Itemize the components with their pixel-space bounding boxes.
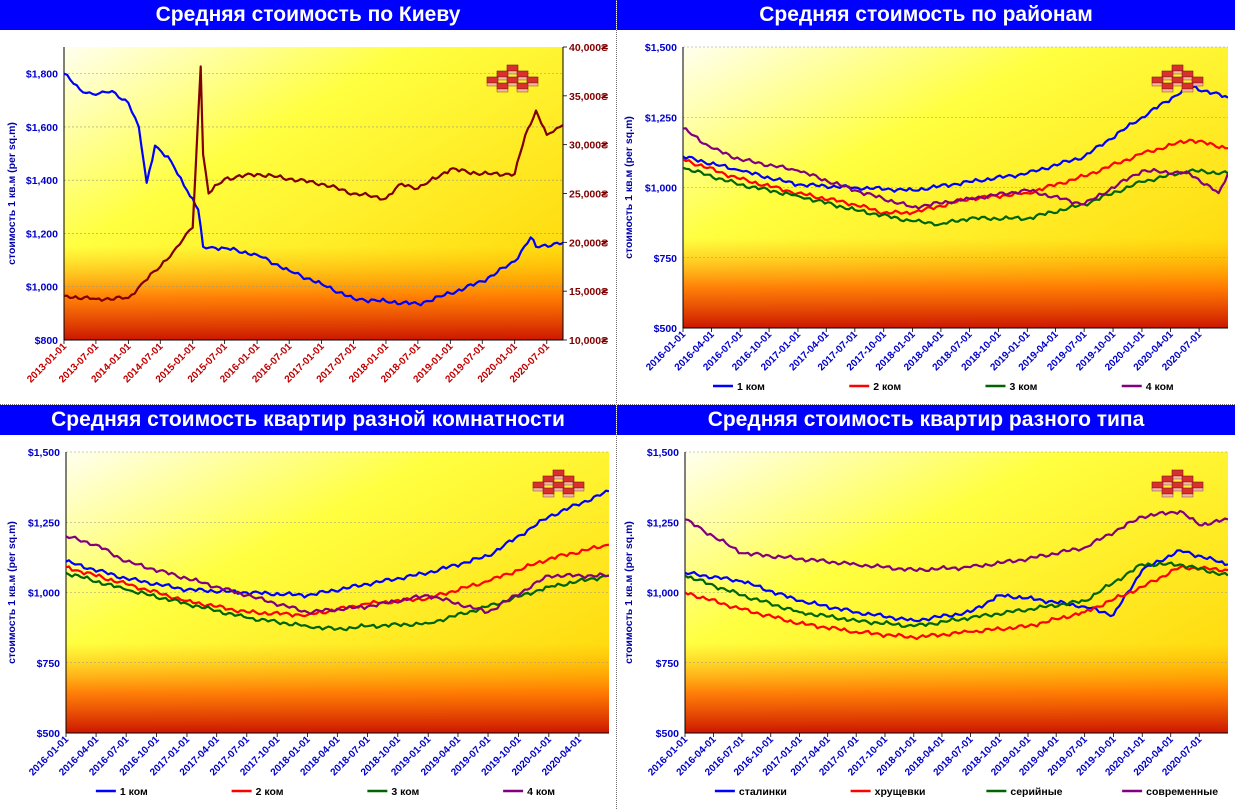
legend-label: современные xyxy=(1146,786,1218,798)
y-axis-label: стоимость 1 кв.м (per sq.m) xyxy=(6,521,18,664)
plot-area-shade xyxy=(685,643,1228,733)
y-tick-label: $500 xyxy=(654,323,678,335)
y-tick-label: $1,000 xyxy=(647,588,679,600)
legend-label: 3 ком xyxy=(1009,381,1037,393)
series-line-2 xyxy=(66,571,609,632)
y-tick-label: $750 xyxy=(654,253,678,265)
y-right-tick-label: 25,000₴ xyxy=(569,189,608,201)
legend-label: 1 ком xyxy=(120,786,148,798)
panel-rooms-average-price: Средняя стоимость квартир разной комнатн… xyxy=(0,405,616,809)
y-tick-label: $1,500 xyxy=(28,447,60,459)
legend-label: хрущевки xyxy=(875,786,926,798)
legend-label: 2 ком xyxy=(256,786,284,798)
plot-area-shade xyxy=(683,238,1228,328)
y-tick-label: $1,500 xyxy=(645,42,677,54)
y-tick-label: $800 xyxy=(35,335,59,347)
panel-title: Средняя стоимость по районам xyxy=(617,0,1235,30)
panel-districts-average-price: Средняя стоимость по районам $500 $750 $1,… xyxy=(617,0,1235,404)
legend-label: 1 ком xyxy=(737,381,765,393)
y-tick-label: $500 xyxy=(656,728,680,740)
y-tick-label: $1,250 xyxy=(28,517,60,529)
y-tick-label: $750 xyxy=(656,658,680,670)
y-tick-label: $1,000 xyxy=(645,183,677,195)
company-logo xyxy=(486,64,539,93)
legend-label: сталинки xyxy=(739,786,787,798)
types-price-chart: $500$750$1,000$1,250$1,5002016-01-012016… xyxy=(623,447,1228,798)
series-line-0 xyxy=(66,489,609,599)
horizontal-divider xyxy=(0,404,1235,405)
company-logo xyxy=(1151,64,1204,93)
y-axis-label: стоимость 1 кв.м (per sq.m) xyxy=(623,521,635,664)
y-axis-label: стоимость 1 кв.м (per sq.m) xyxy=(6,122,18,265)
y-right-tick-label: 30,000₴ xyxy=(569,140,608,152)
company-logo xyxy=(532,469,585,498)
rooms-price-chart: $500$750$1,000$1,250$1,5002016-01-012016… xyxy=(6,447,609,798)
plot-area-shade xyxy=(66,643,609,733)
y-tick-label: $1,400 xyxy=(26,175,58,187)
y-tick-label: $1,250 xyxy=(645,112,677,124)
y-tick-label: $1,200 xyxy=(26,228,58,240)
y-tick-label: $1,800 xyxy=(26,69,58,81)
y-right-tick-label: 40,000₴ xyxy=(569,42,608,54)
panel-title: Средняя стоимость по Киеву xyxy=(0,0,616,30)
panel-kiev-average-price: Средняя стоимость по Киеву $800 $1,000 $1,… xyxy=(0,0,616,404)
kiev-price-chart: $800 $1,000 $1,200 $1,400 $1,600 $1,800 10,000… xyxy=(6,42,608,385)
legend-label: серийные xyxy=(1010,786,1062,798)
panel-types-average-price: Средняя стоимость квартир разного типа $… xyxy=(617,405,1235,809)
series-line-right xyxy=(64,65,563,302)
y-axis-label: стоимость 1 кв.м (per sq.m) xyxy=(623,116,635,259)
districts-price-chart: $500$750$1,000$1,250$1,5002016-01-012016… xyxy=(623,42,1228,393)
series-line-0 xyxy=(685,549,1228,623)
y-tick-label: $1,000 xyxy=(26,282,58,294)
series-line-3 xyxy=(66,535,609,615)
y-tick-label: $1,600 xyxy=(26,122,58,134)
series-line-3 xyxy=(683,127,1228,210)
y-tick-label: $1,000 xyxy=(28,588,60,600)
y-tick-label: $750 xyxy=(37,658,61,670)
series-line-3 xyxy=(685,509,1228,572)
y-right-tick-label: 35,000₴ xyxy=(569,91,608,103)
y-tick-label: $500 xyxy=(37,728,61,740)
legend-label: 4 ком xyxy=(527,786,555,798)
y-tick-label: $1,500 xyxy=(647,447,679,459)
series-line-0 xyxy=(683,85,1228,193)
plot-area-shade xyxy=(64,246,563,340)
series-line-2 xyxy=(685,561,1228,628)
panel-title: Средняя стоимость квартир разного типа xyxy=(617,405,1235,435)
y-right-tick-label: 10,000₴ xyxy=(569,335,608,347)
series-line-2 xyxy=(683,166,1228,227)
panel-title: Средняя стоимость квартир разной комнатн… xyxy=(0,405,616,435)
legend-label: 2 ком xyxy=(873,381,901,393)
series-line-left xyxy=(64,72,563,307)
series-line-1 xyxy=(685,564,1228,641)
legend-label: 3 ком xyxy=(391,786,419,798)
y-tick-label: $1,250 xyxy=(647,517,679,529)
company-logo xyxy=(1151,469,1204,498)
y-right-tick-label: 15,000₴ xyxy=(569,286,608,298)
y-right-tick-label: 20,000₴ xyxy=(569,237,608,249)
legend-label: 4 ком xyxy=(1146,381,1174,393)
